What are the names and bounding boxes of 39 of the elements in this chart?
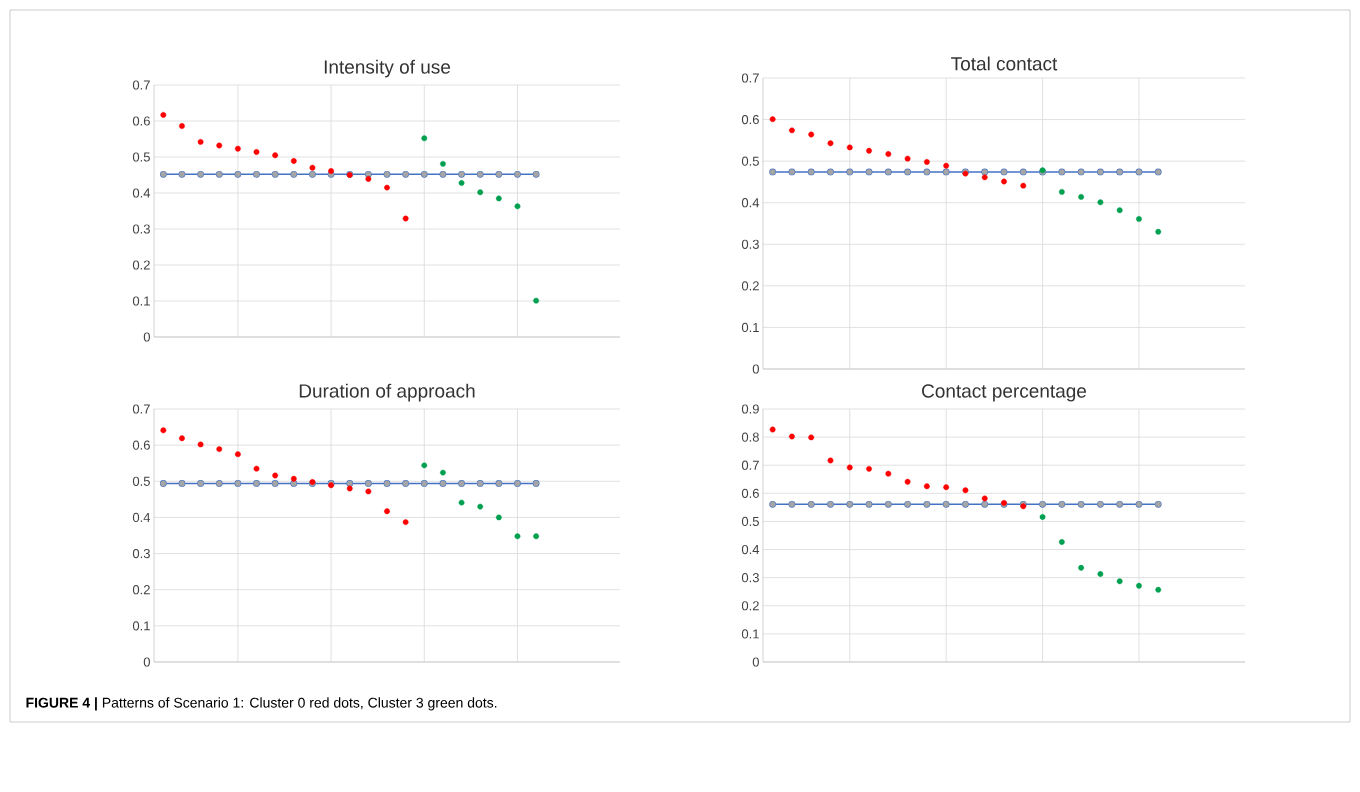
y-tick-label: 0.3	[132, 224, 150, 234]
y-tick-label: 0.3	[741, 573, 759, 583]
y-tick-label: 0.8	[741, 432, 759, 442]
y-tick-label: 0.2	[741, 601, 759, 611]
y-tick-label: 0.2	[741, 281, 759, 291]
y-tick-label: 0	[143, 332, 150, 342]
y-tick-label: 0.1	[741, 322, 759, 333]
y-tick-label: 0.3	[132, 548, 150, 559]
y-tick-label: 0.2	[132, 260, 150, 270]
text: FIGURE 4 | Patterns of Scenario 1: Cluster 0 red dots, Cluster 3 green dots.	[26, 697, 497, 711]
y-tick-label: 0.5	[132, 476, 150, 486]
y-tick-label: 0.1	[741, 629, 759, 639]
y-tick-label: 0	[752, 657, 759, 667]
y-tick-label: 0.4	[132, 512, 151, 523]
y-tick-label: 0.6	[132, 116, 150, 126]
y-tick-label: 0.4	[132, 188, 151, 198]
y-tick-label: 0.4	[741, 544, 760, 555]
chart-title: Intensity of use	[324, 59, 451, 78]
y-tick-label: 0.4	[741, 198, 760, 208]
y-tick-label: 0.7	[741, 73, 759, 83]
y-tick-label: 0.6	[741, 114, 759, 125]
chart-title: Duration of approach	[299, 383, 475, 402]
y-tick-label: 0.7	[741, 460, 759, 470]
y-tick-label: 0.5	[132, 152, 150, 162]
y-tick-label: 0.9	[741, 404, 759, 414]
y-tick-label: 0.5	[741, 516, 759, 527]
y-tick-label: 0.1	[132, 296, 150, 306]
y-tick-label: 0.3	[741, 239, 759, 249]
y-tick-label: 0.1	[132, 621, 150, 631]
y-tick-label: 0.7	[132, 80, 150, 90]
y-tick-label: 0	[143, 657, 150, 667]
y-tick-label: 0.7	[132, 404, 150, 414]
y-tick-label: 0.2	[132, 585, 150, 595]
y-tick-label: 0.6	[741, 488, 759, 498]
chart-title: Contact percentage	[922, 384, 1087, 402]
chart-title: Total contact	[951, 56, 1058, 71]
y-tick-label: 0	[752, 364, 759, 374]
y-tick-label: 0.6	[132, 440, 150, 450]
y-tick-label: 0.5	[741, 156, 759, 166]
